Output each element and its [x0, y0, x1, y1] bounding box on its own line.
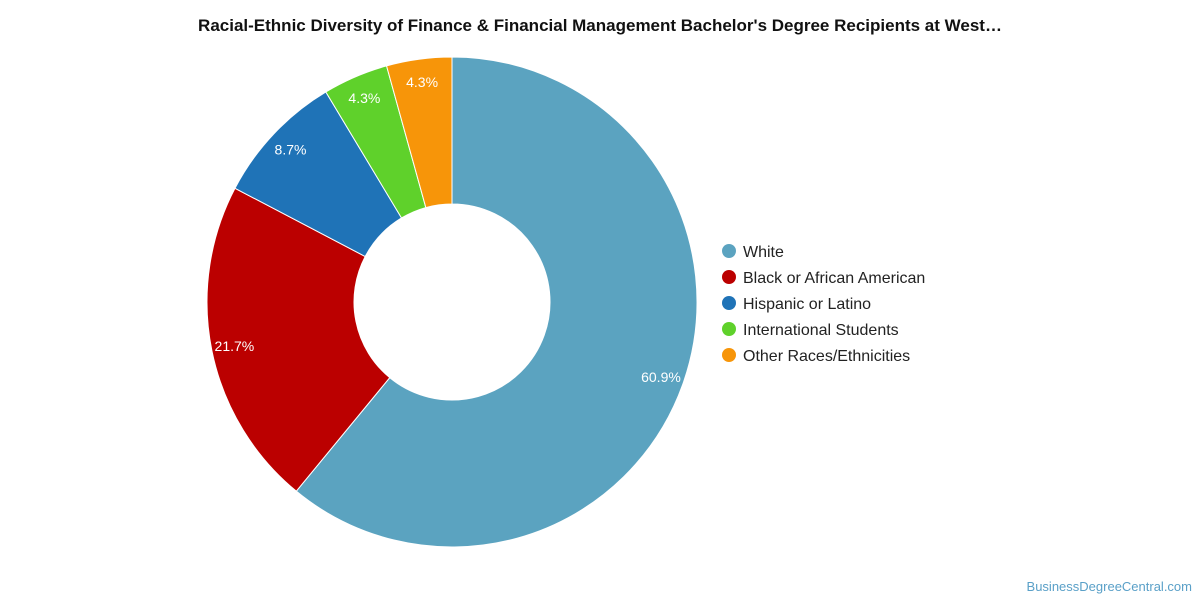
chart-title: Racial-Ethnic Diversity of Finance & Fin…: [198, 16, 1002, 35]
slice-white[interactable]: [295, 56, 698, 548]
slice-label-international-students: 4.3%: [348, 90, 380, 106]
slice-label-other-races-ethnicities: 4.3%: [406, 74, 438, 90]
legend-item-international-students[interactable]: International Students: [743, 322, 899, 339]
slice-label-black-or-african-american: 21.7%: [215, 338, 255, 354]
legend-marker-international-students: [722, 322, 736, 336]
legend-item-white[interactable]: White: [743, 244, 784, 261]
slices-group: [206, 56, 698, 548]
legend-item-other-races-ethnicities[interactable]: Other Races/Ethnicities: [743, 348, 910, 365]
legend-item-hispanic-or-latino[interactable]: Hispanic or Latino: [743, 296, 871, 313]
slice-label-white: 60.9%: [641, 369, 681, 385]
slice-black-or-african-american[interactable]: [206, 187, 391, 492]
legend-marker-black-or-african-american: [722, 270, 736, 284]
legend: White Black or African American Hispanic o…: [722, 244, 925, 365]
legend-marker-other-races-ethnicities: [722, 348, 736, 362]
source-credit-link[interactable]: BusinessDegreeCentral.com: [1026, 579, 1192, 594]
slice-label-hispanic-or-latino: 8.7%: [275, 142, 307, 158]
legend-marker-white: [722, 244, 736, 258]
legend-item-black-or-african-american[interactable]: Black or African American: [743, 270, 925, 287]
legend-marker-hispanic-or-latino: [722, 296, 736, 310]
slice-labels-group: 60.9% 21.7% 8.7% 4.3% 4.3%: [215, 74, 681, 385]
slice-other-races-ethnicities[interactable]: [385, 56, 453, 209]
